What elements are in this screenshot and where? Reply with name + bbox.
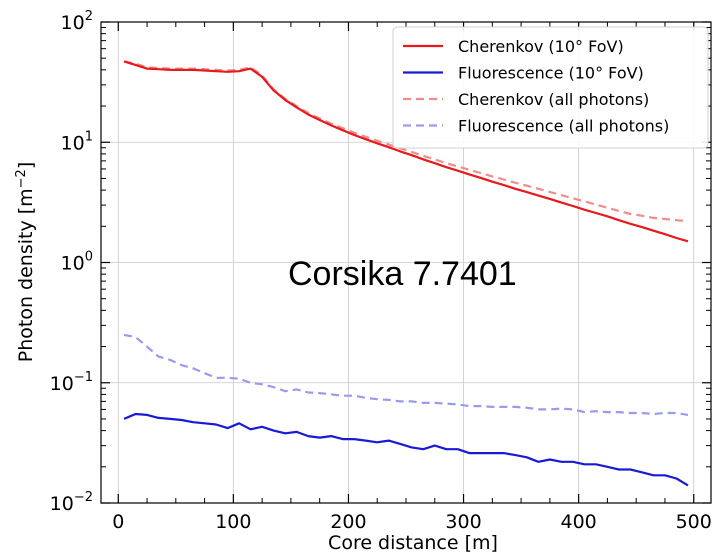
x-tick-label: 300 (445, 511, 481, 533)
y-tick-label: 10−1 (50, 370, 93, 395)
series-line-1 (123, 60, 689, 243)
y-axis-label-exponent: −2 (14, 169, 29, 188)
y-axis-label: Photon density [m−2] (14, 162, 37, 363)
x-tick-label: 400 (561, 511, 597, 533)
legend-label-2: Fluorescence (10° FoV) (458, 64, 644, 83)
annotation-text: Corsika 7.7401 (288, 255, 517, 293)
legend-box (392, 26, 709, 149)
y-tick-label: 10−2 (50, 490, 93, 515)
y-axis-label-main: Photon density [m (15, 188, 37, 362)
legend: Cherenkov (10° FoV) Fluorescence (10° FoV… (392, 26, 709, 149)
ticks (101, 21, 711, 504)
series-layer (123, 60, 689, 487)
series-line-4 (123, 333, 689, 416)
x-tick-label: 0 (112, 511, 124, 533)
x-tick-label: 100 (215, 511, 251, 533)
legend-label-4: Fluorescence (all photons) (458, 117, 669, 136)
series-line-3 (123, 60, 689, 223)
x-tick-label: 200 (330, 511, 366, 533)
tick-labels: 0 100 200 300 400 500 10−2 10−1 100 101 102 (50, 9, 712, 533)
x-tick-label: 500 (676, 511, 712, 533)
y-tick-label: 100 (61, 250, 93, 275)
y-axis-label-close: ] (15, 162, 37, 169)
x-axis-label: Core distance [m] (328, 532, 498, 554)
y-tick-label: 102 (61, 9, 93, 34)
y-tick-label: 101 (61, 129, 93, 154)
legend-label-1: Cherenkov (10° FoV) (458, 37, 624, 56)
series-line-2 (123, 412, 689, 487)
legend-label-3: Cherenkov (all photons) (458, 90, 649, 109)
